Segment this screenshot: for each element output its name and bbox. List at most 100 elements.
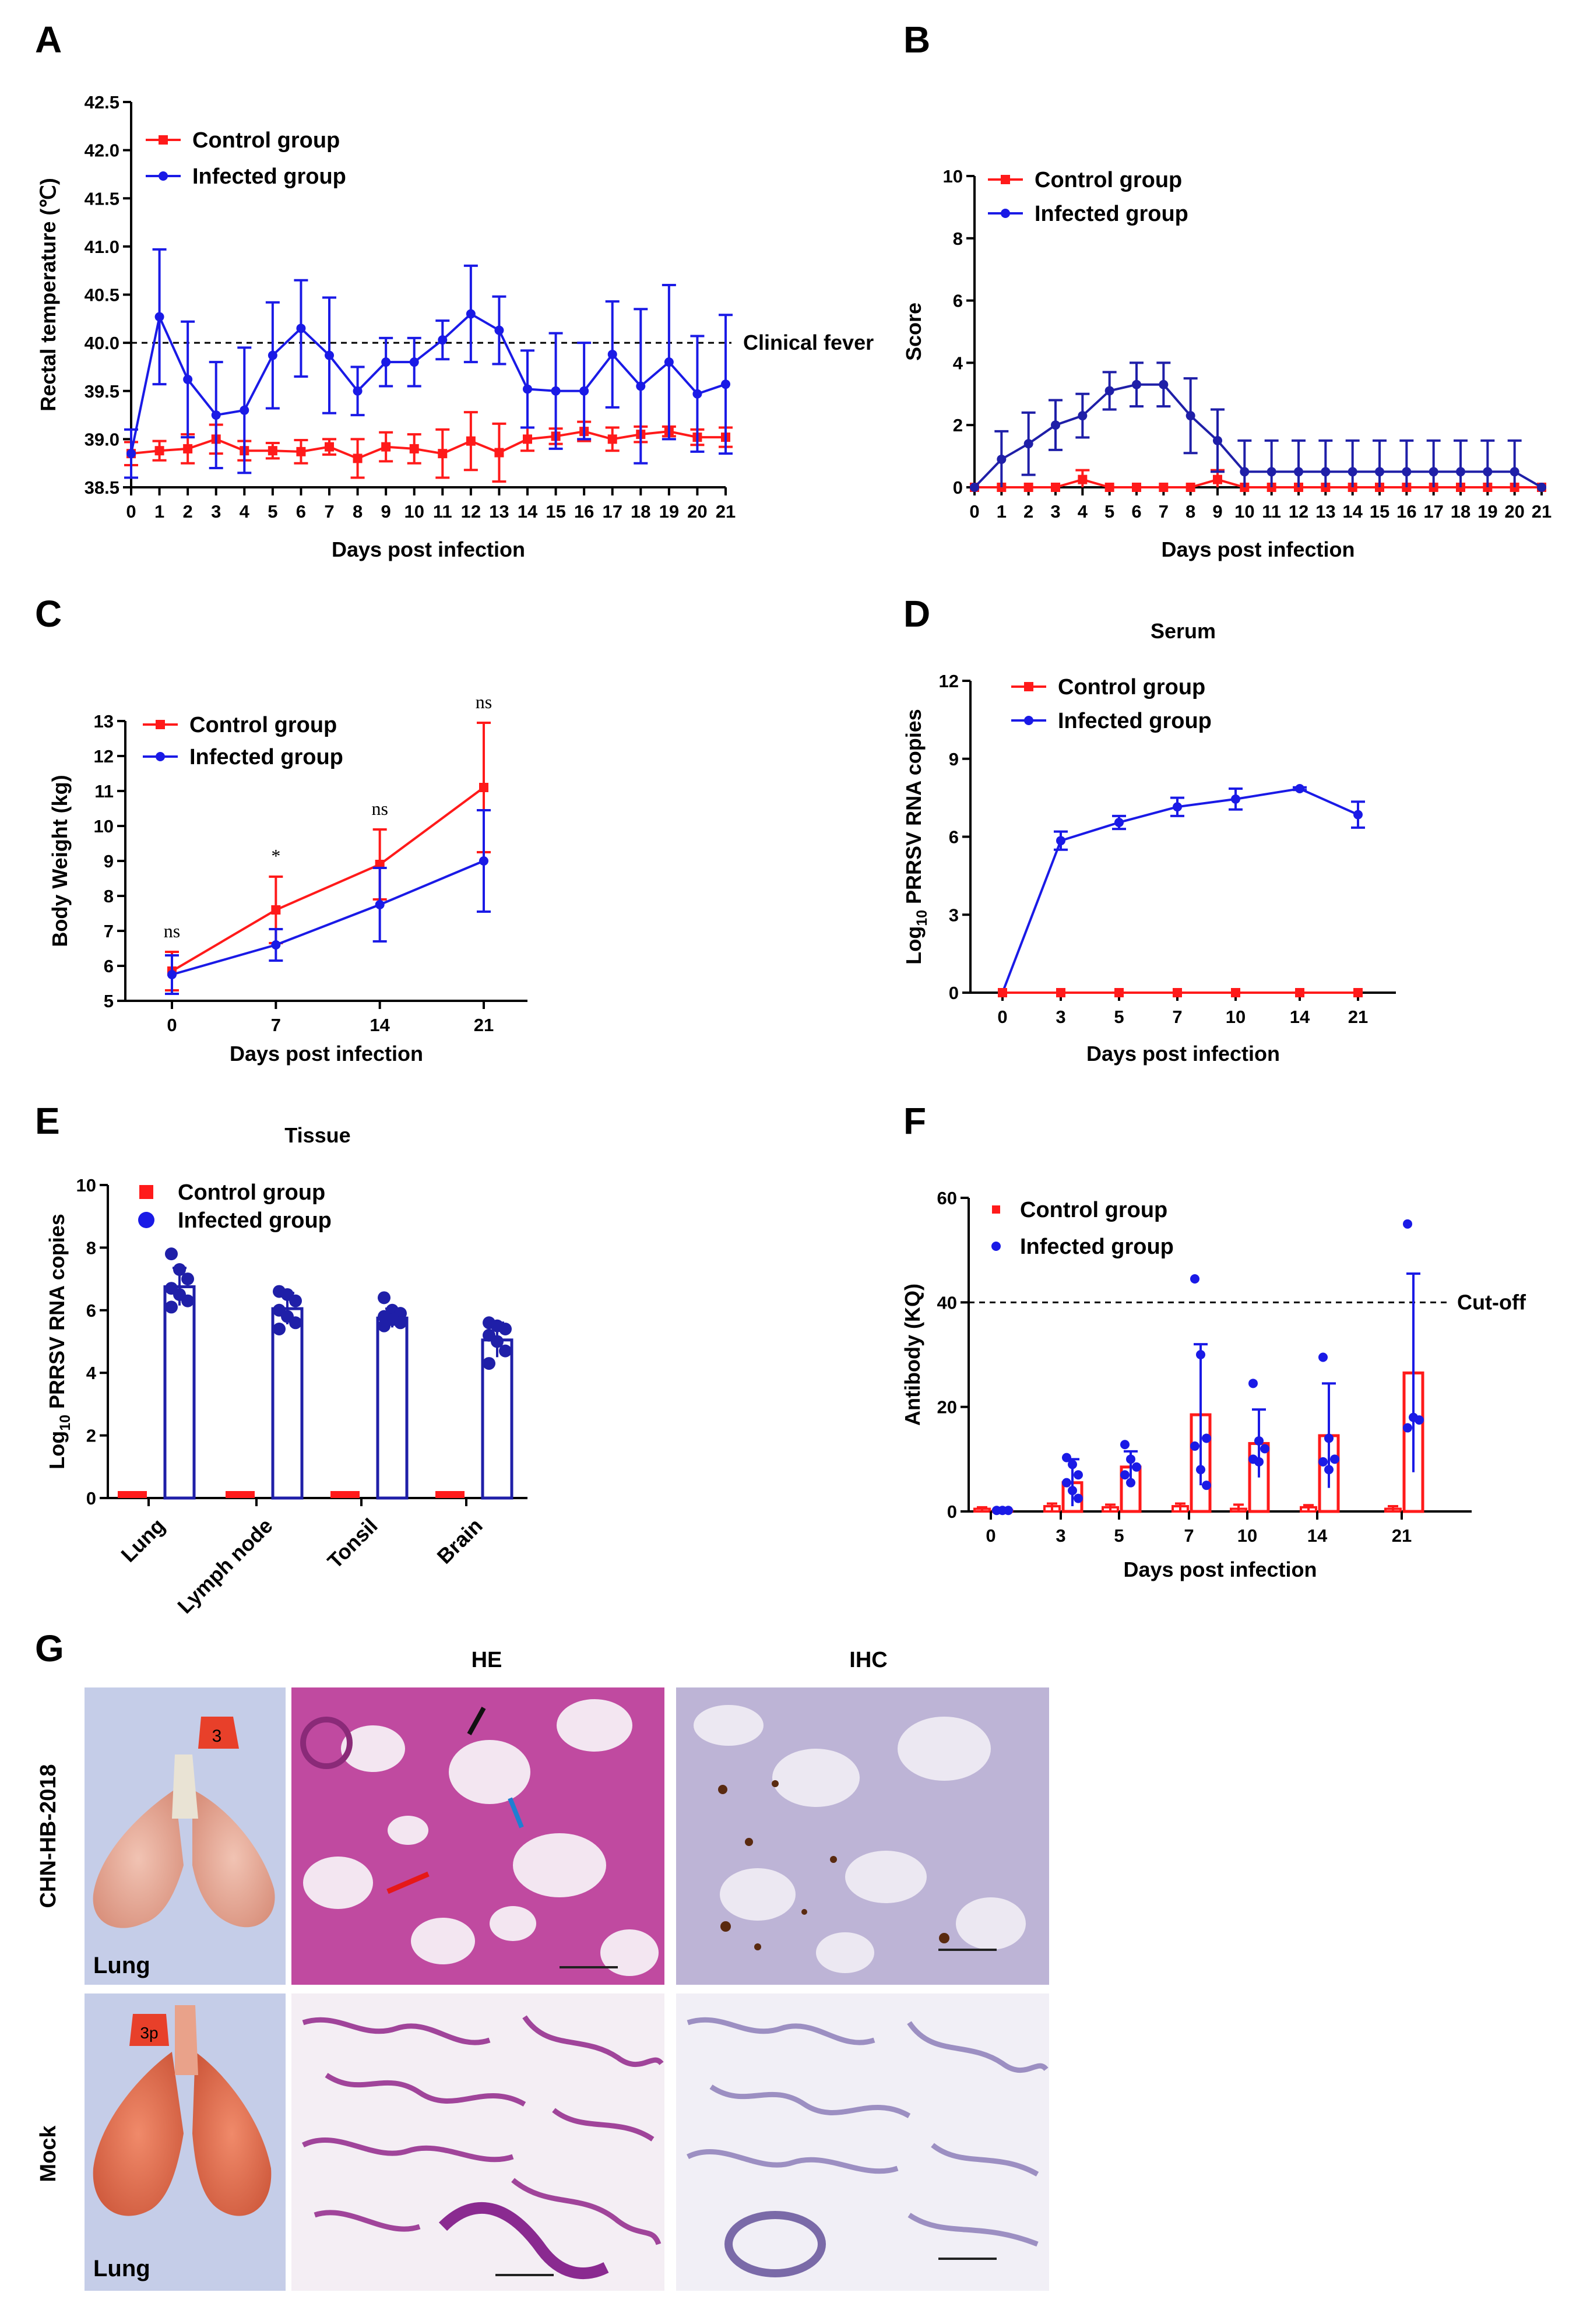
chart-title: Tissue bbox=[284, 1123, 350, 1147]
data-point bbox=[1023, 439, 1033, 449]
x-category-label: Lung bbox=[116, 1514, 169, 1567]
data-point bbox=[325, 442, 334, 452]
data-point bbox=[353, 453, 363, 463]
y-tick-label: 6 bbox=[86, 1300, 96, 1321]
chart-title: Serum bbox=[1151, 619, 1216, 643]
bar-control bbox=[226, 1491, 255, 1498]
data-point bbox=[1537, 483, 1546, 492]
chart-f-antibody: 0 20 40 60 Antibody (KQ) Days post infection C… bbox=[900, 1188, 1526, 1581]
y-tick-label: 42.5 bbox=[85, 92, 119, 112]
x-tick-label: 0 bbox=[986, 1525, 995, 1546]
data-point bbox=[1023, 483, 1033, 492]
data-point bbox=[1114, 817, 1124, 827]
panel-label-b: B bbox=[903, 19, 930, 61]
significance-annotation: ns bbox=[476, 691, 492, 712]
data-point bbox=[466, 309, 476, 319]
y-tick-label: 12 bbox=[94, 746, 114, 767]
y-tick-label: 6 bbox=[953, 291, 963, 311]
gross-lung-photo-mock: 3p Lung bbox=[85, 1993, 286, 2291]
legend-swatch-marker bbox=[159, 171, 168, 181]
y-tick-label: 8 bbox=[86, 1237, 96, 1258]
chart-d-serum-viremia: 0 3 6 9 12 Log10 PRRSV RNA copies Days post in… bbox=[902, 619, 1396, 1066]
he-micrograph-infected bbox=[291, 1687, 664, 1985]
x-tick-label: 11 bbox=[1262, 501, 1281, 522]
y-tick-label: 13 bbox=[94, 711, 114, 732]
data-point bbox=[409, 444, 419, 453]
legend-swatch-marker bbox=[1001, 175, 1010, 184]
x-tick-label: 6 bbox=[296, 501, 306, 522]
scatter-point bbox=[499, 1344, 512, 1358]
legend-swatch-marker bbox=[1024, 682, 1033, 691]
data-point bbox=[1402, 467, 1412, 477]
scatter-point bbox=[1318, 1457, 1328, 1467]
y-tick-label: 7 bbox=[104, 921, 114, 941]
y-tick-label: 60 bbox=[937, 1188, 957, 1208]
scatter-point bbox=[1126, 1454, 1135, 1464]
data-point bbox=[1104, 386, 1114, 396]
y-tick-label: 8 bbox=[104, 886, 114, 906]
data-point bbox=[375, 900, 385, 909]
panel-label-a: A bbox=[35, 19, 62, 61]
data-point bbox=[479, 856, 488, 866]
x-tick-label: 8 bbox=[353, 501, 363, 522]
data-point bbox=[721, 379, 730, 389]
data-point bbox=[268, 350, 277, 360]
y-tick-label: 0 bbox=[947, 1502, 957, 1522]
data-point bbox=[271, 905, 281, 915]
significance-annotation: ns bbox=[164, 920, 180, 941]
data-point bbox=[1056, 836, 1065, 846]
x-category-label: Lymph node bbox=[173, 1514, 277, 1618]
data-point bbox=[997, 454, 1007, 464]
x-tick-label: 2 bbox=[183, 501, 193, 522]
y-tick-label: 39.5 bbox=[85, 381, 119, 402]
reference-line-label: Clinical fever bbox=[743, 331, 874, 354]
x-tick-label: 20 bbox=[1504, 501, 1524, 522]
scatter-point bbox=[165, 1247, 178, 1261]
x-tick-label: 4 bbox=[240, 501, 250, 522]
data-point bbox=[167, 970, 177, 979]
x-tick-label: 0 bbox=[167, 1015, 177, 1035]
scatter-point bbox=[378, 1319, 391, 1332]
y-tick-label: 6 bbox=[104, 956, 114, 976]
scatter-point bbox=[165, 1300, 178, 1314]
x-tick-label: 0 bbox=[997, 1007, 1007, 1027]
x-axis-title: Days post infection bbox=[230, 1042, 423, 1066]
x-axis-title: Days post infection bbox=[1086, 1042, 1280, 1066]
legend-entry: Control group bbox=[1020, 1198, 1167, 1222]
data-point bbox=[438, 449, 448, 459]
data-point bbox=[1294, 467, 1303, 477]
data-point bbox=[154, 446, 164, 456]
scatter-point bbox=[394, 1316, 407, 1330]
legend-entry: Infected group bbox=[189, 745, 343, 769]
scatter-point bbox=[289, 1316, 302, 1330]
x-tick-label: 9 bbox=[381, 501, 391, 522]
y-tick-label: 20 bbox=[937, 1397, 957, 1418]
legend-entry: Control group bbox=[1058, 675, 1205, 699]
y-tick-label: 40 bbox=[937, 1292, 957, 1313]
y-tick-label: 10 bbox=[94, 816, 114, 836]
scatter-point bbox=[273, 1323, 286, 1336]
legend-entry: Infected group bbox=[1058, 709, 1212, 733]
x-tick-label: 13 bbox=[1315, 501, 1335, 522]
scatter-point bbox=[289, 1294, 302, 1307]
legend-entry: Infected group bbox=[178, 1208, 332, 1233]
y-tick-label: 2 bbox=[953, 415, 963, 435]
data-point bbox=[1510, 467, 1519, 477]
y-tick-label: 9 bbox=[949, 749, 959, 769]
data-point bbox=[183, 374, 193, 384]
x-tick-label: 3 bbox=[1056, 1007, 1065, 1027]
scatter-point bbox=[1132, 1462, 1141, 1472]
x-tick-label: 15 bbox=[546, 501, 565, 522]
x-tick-label: 21 bbox=[1532, 501, 1552, 522]
data-point bbox=[551, 386, 561, 396]
scatter-point bbox=[1196, 1465, 1205, 1475]
data-point bbox=[1173, 988, 1182, 997]
x-tick-label: 12 bbox=[461, 501, 481, 522]
x-axis-title: Days post infection bbox=[1123, 1557, 1317, 1581]
scatter-point bbox=[181, 1294, 194, 1307]
scatter-point bbox=[1415, 1415, 1424, 1425]
data-point bbox=[1185, 411, 1195, 421]
x-tick-label: 8 bbox=[1185, 501, 1195, 522]
